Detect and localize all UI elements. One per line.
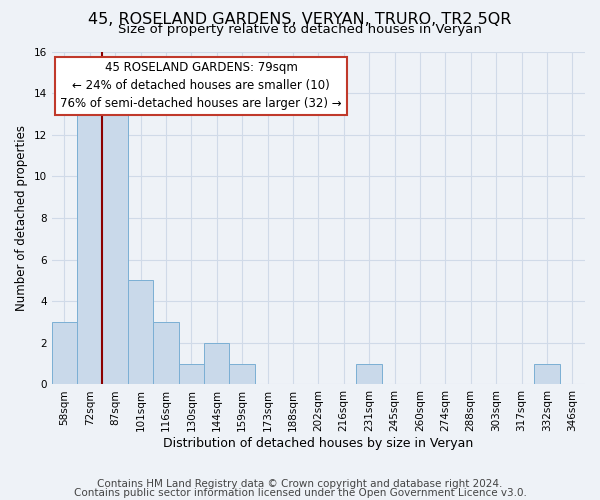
Bar <box>356 364 382 384</box>
Bar <box>103 114 128 384</box>
Bar <box>179 364 204 384</box>
Y-axis label: Number of detached properties: Number of detached properties <box>15 125 28 311</box>
Bar <box>128 280 153 384</box>
Bar <box>77 114 103 384</box>
Bar <box>204 343 229 384</box>
Bar <box>153 322 179 384</box>
Text: Size of property relative to detached houses in Veryan: Size of property relative to detached ho… <box>118 22 482 36</box>
X-axis label: Distribution of detached houses by size in Veryan: Distribution of detached houses by size … <box>163 437 473 450</box>
Bar <box>52 322 77 384</box>
Bar <box>534 364 560 384</box>
Bar <box>229 364 255 384</box>
Text: 45 ROSELAND GARDENS: 79sqm
← 24% of detached houses are smaller (10)
76% of semi: 45 ROSELAND GARDENS: 79sqm ← 24% of deta… <box>60 62 342 110</box>
Text: Contains public sector information licensed under the Open Government Licence v3: Contains public sector information licen… <box>74 488 526 498</box>
Text: Contains HM Land Registry data © Crown copyright and database right 2024.: Contains HM Land Registry data © Crown c… <box>97 479 503 489</box>
Text: 45, ROSELAND GARDENS, VERYAN, TRURO, TR2 5QR: 45, ROSELAND GARDENS, VERYAN, TRURO, TR2… <box>88 12 512 28</box>
